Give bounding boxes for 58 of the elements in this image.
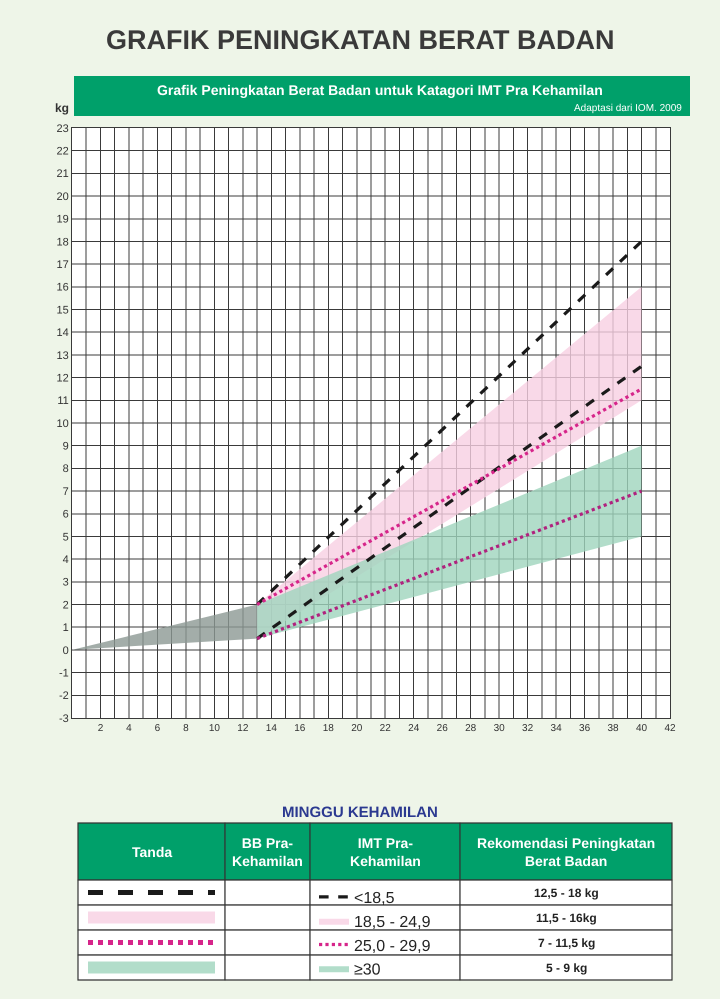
y-tick-label: 18 [56, 236, 69, 248]
y-tick-label: 4 [62, 554, 69, 566]
text: 7 - 11,5 kg [538, 936, 596, 950]
y-tick-label: 21 [56, 168, 69, 180]
x-tick-label: 22 [380, 723, 392, 734]
y-tick-label: 23 [56, 122, 69, 135]
x-tick-label: 8 [183, 723, 190, 734]
x-tick-label: 36 [579, 723, 591, 734]
y-tick-label: -3 [59, 712, 69, 725]
y-tick-label: 10 [56, 418, 69, 430]
x-tick-label: 34 [550, 723, 562, 734]
text: 11,5 - 16kg [536, 911, 597, 925]
text: 5 - 9 kg [546, 961, 588, 975]
x-tick-label: 18 [322, 723, 334, 734]
x-axis-title: MINGGU KEHAMILAN [282, 804, 438, 821]
y-tick-label: 0 [62, 644, 69, 657]
x-tick-label: 4 [126, 723, 132, 734]
y-axis-title: kg [55, 101, 70, 115]
y-tick-label: -2 [59, 690, 69, 702]
x-tick-label: 10 [208, 723, 220, 734]
y-tick-label: 17 [56, 259, 69, 271]
y-tick-label: 20 [56, 190, 69, 203]
x-tick-label: 38 [607, 723, 620, 734]
y-tick-label: 14 [56, 327, 69, 340]
x-tick-label: 20 [351, 723, 363, 734]
y-tick-label: 22 [56, 146, 69, 158]
x-tick-label: 16 [294, 723, 306, 734]
y-tick-label: 1 [62, 622, 69, 634]
text: 12,5 - 18 kg [534, 886, 599, 900]
y-tick-label: 6 [62, 508, 69, 521]
y-tick-label: 13 [56, 350, 69, 362]
chart-title: GRAFIK PENINGKATAN BERAT BADAN [106, 25, 614, 55]
y-tick-label: 5 [62, 531, 69, 544]
legend-label: ≥30 [354, 962, 381, 979]
x-tick-label: 2 [98, 723, 104, 734]
x-tick-label: 40 [636, 723, 648, 734]
x-tick-label: 14 [266, 723, 278, 734]
y-tick-label: 2 [62, 599, 69, 612]
y-tick-label: 11 [57, 395, 69, 408]
x-tick-label: 26 [436, 723, 448, 734]
text: Adaptasi dari IOM. 2009 [574, 103, 682, 114]
y-tick-label: 9 [62, 440, 69, 453]
y-tick-label: 15 [56, 304, 69, 316]
x-tick-label: 12 [237, 723, 249, 734]
y-tick-label: 3 [62, 576, 69, 589]
y-tick-label: 16 [56, 282, 69, 294]
x-tick-label: 6 [154, 723, 161, 734]
y-tick-label: -1 [59, 667, 69, 680]
y-tick-label: 8 [62, 463, 69, 476]
x-tick-label: 28 [465, 723, 477, 734]
x-tick-label: 32 [522, 723, 534, 734]
x-tick-label: 30 [494, 723, 506, 734]
y-tick-label: 7 [62, 486, 69, 498]
y-tick-label: 19 [56, 214, 69, 226]
y-tick-label: 12 [56, 372, 69, 384]
x-tick-label: 42 [664, 723, 676, 734]
x-tick-label: 24 [408, 723, 420, 734]
chart-subtitle: Grafik Peningkatan Berat Badan untuk Katagori IMT Pra Kehamilan [157, 82, 603, 98]
